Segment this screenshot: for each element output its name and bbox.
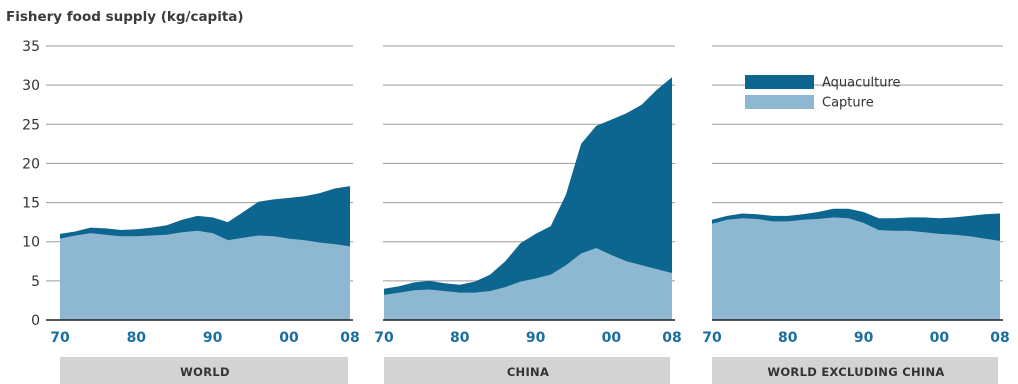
panel-label: WORLD EXCLUDING CHINA xyxy=(767,365,944,379)
y-axis-title: Fishery food supply (kg/capita) xyxy=(6,9,244,25)
panel-world-excluding-china: 70 80 90 00 08 WORLD EXCLUDING CHINA xyxy=(702,45,1010,384)
legend-swatch xyxy=(745,95,814,109)
x-tick-label: 90 xyxy=(526,330,546,346)
y-tick-label: 15 xyxy=(22,196,40,212)
panel-label-band xyxy=(712,357,998,384)
legend-swatch xyxy=(745,75,814,89)
x-tick-label: 90 xyxy=(203,330,223,346)
legend-label: Aquaculture xyxy=(822,76,901,91)
x-tick-label: 80 xyxy=(778,330,798,346)
x-tick-label: 70 xyxy=(50,330,70,346)
y-tick-label: 0 xyxy=(31,313,40,329)
capture-area xyxy=(712,217,1000,320)
x-tick-label: 70 xyxy=(374,330,394,346)
panel-china: 70 80 90 00 08 CHINA xyxy=(374,45,682,384)
y-tick-label: 30 xyxy=(22,78,40,94)
legend: Aquaculture Capture xyxy=(745,75,901,111)
y-axis-ticks: 0 5 10 15 20 25 30 35 xyxy=(22,39,40,329)
panel-label: CHINA xyxy=(507,365,549,379)
capture-area xyxy=(384,248,672,320)
panels: 70 80 90 00 08 WORLD 70 80 90 00 08 CHINA 70 80 90 00 08… xyxy=(46,45,1010,384)
y-tick-label: 25 xyxy=(22,117,40,133)
y-tick-label: 5 xyxy=(31,274,40,290)
legend-label: Capture xyxy=(822,96,874,111)
x-tick-label: 90 xyxy=(854,330,874,346)
y-tick-label: 10 xyxy=(22,235,40,251)
x-tick-label: 08 xyxy=(990,330,1009,346)
x-tick-label: 08 xyxy=(662,330,681,346)
x-tick-label: 80 xyxy=(450,330,470,346)
x-tick-label: 00 xyxy=(279,330,299,346)
x-tick-label: 80 xyxy=(127,330,147,346)
panel-label-band xyxy=(384,357,670,384)
panel-label: WORLD xyxy=(180,365,230,379)
panel-world: 70 80 90 00 08 WORLD xyxy=(46,45,360,384)
capture-area xyxy=(60,230,350,320)
panel-label-band xyxy=(60,357,348,384)
y-tick-label: 35 xyxy=(22,39,40,55)
x-tick-label: 00 xyxy=(602,330,622,346)
y-tick-label: 20 xyxy=(22,156,40,172)
x-tick-label: 08 xyxy=(340,330,359,346)
x-tick-label: 70 xyxy=(702,330,722,346)
x-tick-label: 00 xyxy=(930,330,950,346)
